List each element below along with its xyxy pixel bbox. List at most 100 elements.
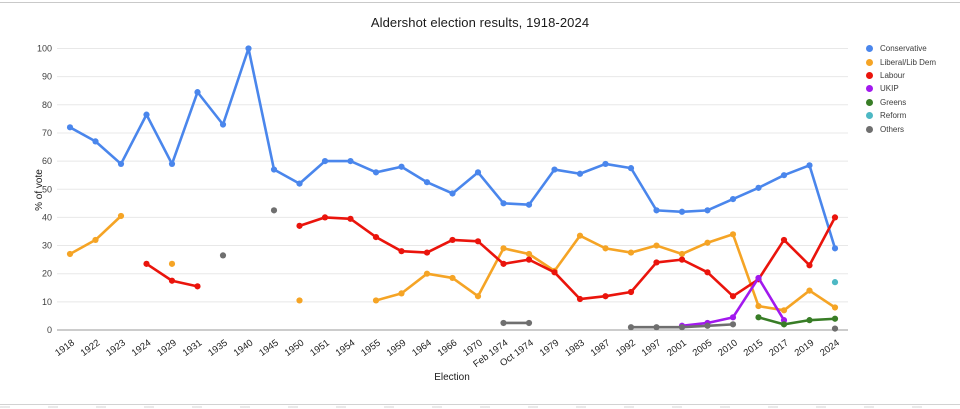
series-reform	[831, 279, 839, 286]
data-point	[92, 138, 99, 145]
data-point	[143, 260, 150, 267]
legend-item-labour: Labour	[866, 69, 936, 82]
data-point	[296, 180, 303, 187]
data-point	[627, 165, 635, 172]
data-point	[66, 124, 74, 131]
legend-label: Liberal/Lib Dem	[880, 57, 937, 67]
data-point	[92, 236, 99, 244]
x-tick-label: 1940	[232, 338, 256, 359]
data-point	[602, 160, 609, 168]
legend-item-others: Others	[866, 122, 936, 135]
data-point	[474, 293, 482, 300]
data-point	[627, 288, 635, 296]
data-point	[551, 166, 558, 173]
data-point	[66, 250, 74, 258]
data-point	[449, 236, 456, 244]
data-point	[194, 89, 201, 96]
data-point	[423, 270, 431, 277]
data-point	[347, 158, 354, 165]
data-point	[653, 324, 660, 331]
data-point	[602, 293, 609, 300]
cropped-bottom-strip	[0, 406, 960, 408]
x-tick-label: 2017	[767, 338, 791, 359]
x-tick-label: 1987	[589, 338, 613, 359]
data-point	[474, 238, 482, 245]
legend-swatch-icon	[866, 125, 873, 133]
data-point	[551, 269, 558, 276]
data-point	[321, 214, 329, 221]
data-point	[500, 319, 507, 327]
data-point	[729, 314, 737, 321]
data-point	[806, 287, 813, 294]
data-point	[576, 232, 584, 239]
chart-series	[66, 45, 839, 332]
series-others	[219, 207, 839, 332]
y-tick-label: 70	[42, 128, 52, 138]
data-point	[500, 200, 507, 207]
data-point	[831, 245, 839, 252]
legend-swatch-icon	[866, 112, 873, 120]
data-point	[780, 321, 788, 328]
series-line	[68, 47, 837, 250]
data-point	[194, 283, 201, 290]
legend-swatch-icon	[866, 45, 873, 53]
data-point	[347, 215, 354, 222]
data-point	[143, 111, 150, 118]
y-tick-label: 100	[37, 44, 52, 54]
data-point	[831, 315, 839, 322]
x-tick-label: 1997	[640, 338, 664, 359]
data-point	[168, 160, 176, 168]
data-point	[270, 207, 278, 214]
legend-item-greens: Greens	[866, 96, 936, 109]
x-tick-label: 2019	[793, 338, 817, 359]
legend-label: Conservative	[880, 44, 927, 54]
data-point	[627, 249, 635, 256]
x-tick-label: 1964	[410, 338, 434, 359]
data-point	[653, 259, 660, 266]
data-point	[117, 212, 125, 220]
x-tick-label: 1951	[308, 338, 332, 359]
legend-label: Greens	[880, 97, 907, 107]
top-border	[0, 2, 960, 3]
data-point	[678, 208, 686, 215]
y-tick-label: 10	[42, 297, 52, 307]
legend-label: Labour	[880, 70, 905, 80]
data-point	[423, 249, 431, 256]
data-point	[372, 297, 380, 304]
data-point	[653, 242, 660, 249]
x-tick-label: 2015	[742, 338, 766, 359]
y-tick-label: 90	[42, 72, 52, 82]
data-point	[653, 207, 660, 214]
data-point	[525, 256, 533, 263]
data-point	[525, 319, 533, 327]
x-axis-tick-labels: 1918 1922 1923 1924 1929 1931 1935 1940 1945 1950…	[53, 338, 842, 371]
data-point	[831, 214, 839, 221]
series-line	[68, 214, 123, 256]
data-point	[704, 207, 711, 214]
data-point	[500, 245, 507, 252]
data-point	[729, 321, 737, 328]
data-point	[449, 274, 456, 282]
x-tick-label: 2024	[818, 338, 842, 359]
series-liberal-lib-dem	[66, 212, 839, 314]
data-point	[704, 322, 711, 329]
legend-item-liberal-lib-dem: Liberal/Lib Dem	[866, 55, 936, 68]
data-point	[678, 256, 686, 263]
x-tick-label: 1918	[53, 338, 77, 359]
x-tick-label: 1959	[385, 338, 409, 359]
data-point	[704, 239, 711, 246]
x-tick-label: 1950	[283, 338, 307, 359]
data-point	[729, 196, 737, 203]
legend-swatch-icon	[866, 71, 873, 79]
x-tick-label: 1983	[563, 338, 587, 359]
legend-label: Others	[880, 124, 905, 134]
gridlines	[57, 48, 848, 331]
x-tick-label: 1924	[130, 338, 154, 359]
x-tick-label: 1992	[614, 338, 638, 359]
x-tick-label: 1922	[79, 338, 103, 359]
data-point	[627, 324, 635, 331]
data-point	[678, 324, 686, 331]
data-point	[423, 179, 431, 186]
legend-item-conservative: Conservative	[866, 42, 936, 55]
